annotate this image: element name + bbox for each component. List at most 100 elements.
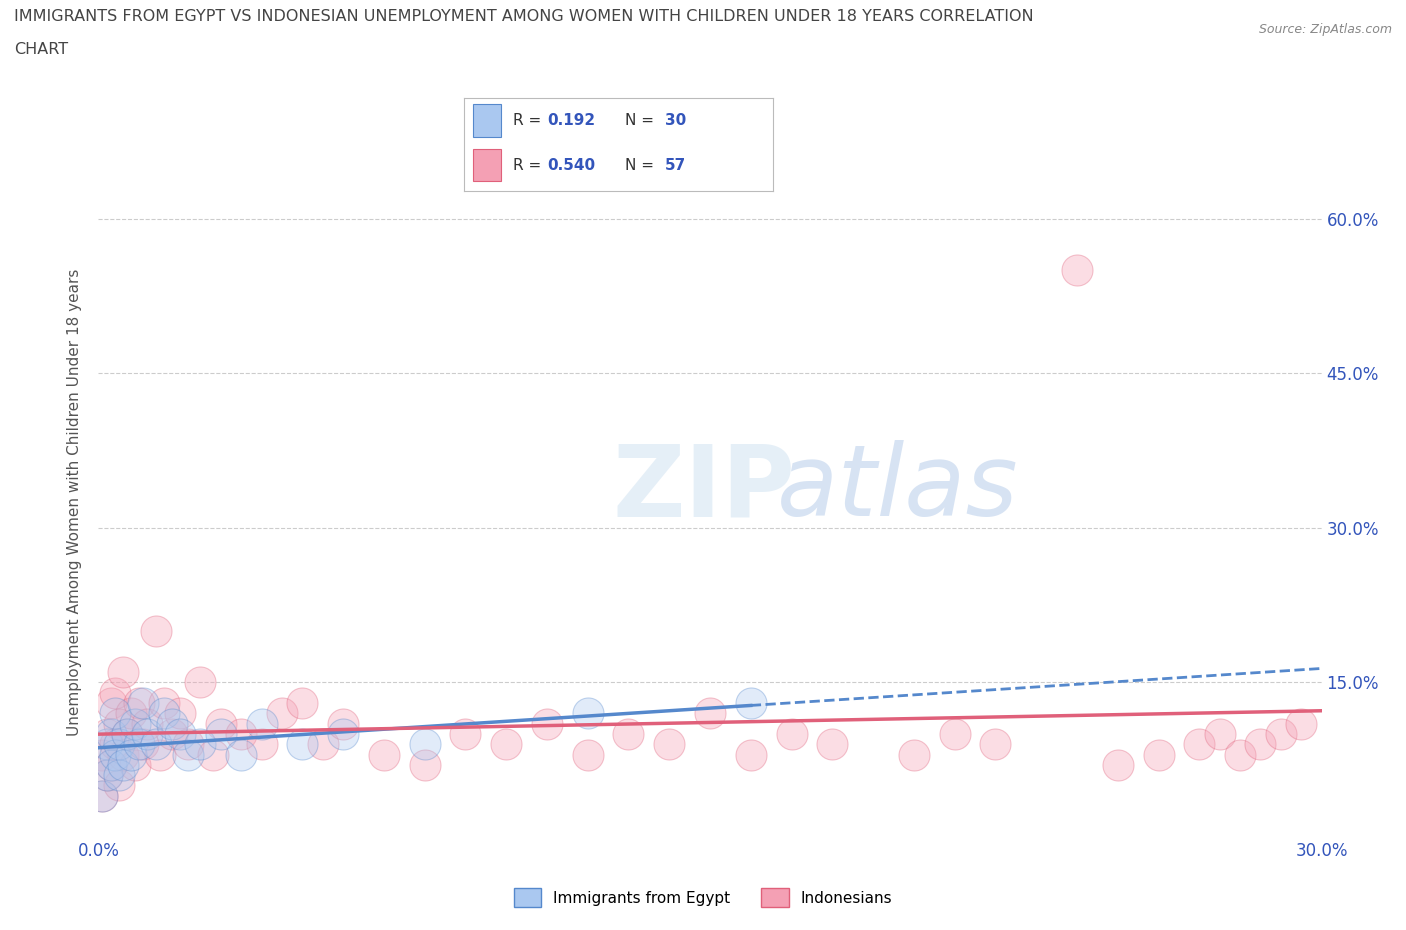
Text: IMMIGRANTS FROM EGYPT VS INDONESIAN UNEMPLOYMENT AMONG WOMEN WITH CHILDREN UNDER: IMMIGRANTS FROM EGYPT VS INDONESIAN UNEM… xyxy=(14,9,1033,24)
Bar xyxy=(474,104,501,137)
Point xyxy=(104,706,127,721)
Point xyxy=(128,696,150,711)
Point xyxy=(740,696,762,711)
Point xyxy=(332,716,354,731)
Point xyxy=(100,757,122,772)
Point xyxy=(1270,726,1292,741)
Point xyxy=(96,768,118,783)
Point xyxy=(1291,716,1313,731)
Point xyxy=(1249,737,1271,751)
Point xyxy=(91,789,114,804)
Point xyxy=(115,726,138,741)
Point xyxy=(160,716,183,731)
Point xyxy=(132,737,155,751)
Point xyxy=(312,737,335,751)
Point xyxy=(270,706,294,721)
Point xyxy=(413,757,436,772)
Point xyxy=(108,768,131,783)
Point xyxy=(188,675,212,690)
Point xyxy=(617,726,640,741)
Y-axis label: Unemployment Among Women with Children Under 18 years: Unemployment Among Women with Children U… xyxy=(67,269,83,736)
Point xyxy=(91,789,114,804)
Point xyxy=(699,706,721,721)
Point xyxy=(152,706,174,721)
Point xyxy=(1066,263,1088,278)
Text: N =: N = xyxy=(624,157,658,173)
Point xyxy=(100,757,122,772)
Point xyxy=(160,726,183,741)
Point xyxy=(132,696,155,711)
Point xyxy=(111,747,134,762)
Point xyxy=(250,716,273,731)
Point xyxy=(108,716,131,731)
Point xyxy=(250,737,273,751)
Point xyxy=(120,706,142,721)
Point xyxy=(332,726,354,741)
Text: N =: N = xyxy=(624,113,658,128)
Point xyxy=(780,726,803,741)
Point xyxy=(740,747,762,762)
Point xyxy=(120,747,142,762)
Point xyxy=(91,747,114,762)
Point xyxy=(576,747,599,762)
Point xyxy=(373,747,395,762)
Point xyxy=(1107,757,1129,772)
Point xyxy=(128,737,150,751)
Text: ZIP: ZIP xyxy=(612,440,794,538)
Point xyxy=(291,737,314,751)
Point xyxy=(536,716,558,731)
Point xyxy=(1188,737,1211,751)
Point xyxy=(1209,726,1232,741)
Point xyxy=(124,716,146,731)
Text: 57: 57 xyxy=(665,157,686,173)
Text: 30: 30 xyxy=(665,113,686,128)
Point xyxy=(291,696,314,711)
Point xyxy=(96,768,118,783)
Text: Source: ZipAtlas.com: Source: ZipAtlas.com xyxy=(1258,23,1392,36)
Point xyxy=(104,737,127,751)
Point xyxy=(821,737,844,751)
Point xyxy=(115,726,138,741)
Point xyxy=(96,737,118,751)
Point xyxy=(177,747,200,762)
Point xyxy=(100,726,122,741)
Point xyxy=(177,737,200,751)
Point xyxy=(984,737,1007,751)
Text: CHART: CHART xyxy=(14,42,67,57)
Point xyxy=(903,747,925,762)
Point xyxy=(152,696,174,711)
Point xyxy=(169,726,191,741)
Point xyxy=(188,737,212,751)
Text: 0.540: 0.540 xyxy=(547,157,596,173)
Point xyxy=(108,778,131,793)
Point xyxy=(136,726,159,741)
Text: R =: R = xyxy=(513,157,547,173)
Point xyxy=(943,726,966,741)
Point xyxy=(145,623,167,638)
Text: 0.192: 0.192 xyxy=(547,113,596,128)
Point xyxy=(658,737,681,751)
Point xyxy=(100,696,122,711)
Point xyxy=(104,747,127,762)
Point xyxy=(96,726,118,741)
Point xyxy=(413,737,436,751)
Bar xyxy=(474,149,501,181)
Point xyxy=(495,737,517,751)
Point xyxy=(108,737,131,751)
Point xyxy=(136,716,159,731)
Point xyxy=(111,757,134,772)
Point xyxy=(1147,747,1170,762)
Point xyxy=(201,747,224,762)
Point xyxy=(231,726,253,741)
Point xyxy=(111,665,134,680)
Point xyxy=(104,685,127,700)
Point xyxy=(169,706,191,721)
Point xyxy=(231,747,253,762)
Point xyxy=(145,737,167,751)
Point xyxy=(149,747,172,762)
Point xyxy=(209,726,232,741)
Point xyxy=(454,726,477,741)
Point xyxy=(576,706,599,721)
Text: R =: R = xyxy=(513,113,547,128)
Text: atlas: atlas xyxy=(778,440,1019,538)
